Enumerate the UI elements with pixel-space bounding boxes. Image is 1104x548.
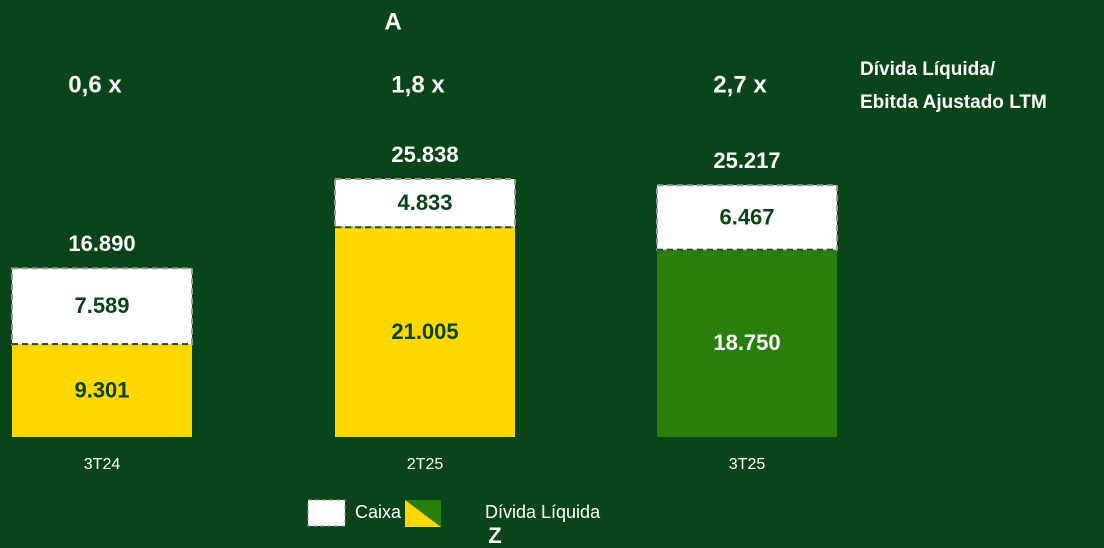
total-label: 25.838 [391,142,458,167]
multiple-label: 0,6 x [68,71,122,98]
total-label: 16.890 [68,231,135,256]
total-label: 25.217 [713,148,780,173]
legend-swatch [405,500,441,527]
bar-segment [12,344,192,437]
bar-segment [334,178,516,229]
bar-segment [335,227,515,437]
x-tick-label: 3T25 [729,456,766,473]
legend-swatch [307,499,346,527]
multiple-label: 2,7 x [713,71,767,98]
value-label: 18.750 [713,330,780,355]
footer-mark: Z [488,523,501,548]
value-label: 6.467 [719,204,774,229]
x-tick-label: 3T24 [84,456,121,473]
value-label: 9.301 [74,377,129,402]
bar-segment [657,249,837,437]
side-label: Dívida Líquida/ [860,59,996,80]
legend-label: Caixa [355,502,402,522]
chart-title: A [384,8,401,35]
x-tick-label: 2T25 [407,456,444,473]
value-label: 4.833 [397,190,452,215]
side-label: Ebitda Ajustado LTM [860,92,1047,113]
multiple-label: 1,8 x [391,71,445,98]
value-label: 21.005 [391,319,458,344]
value-label: 7.589 [74,293,129,318]
legend-label: Dívida Líquida [485,502,601,522]
bar-segment [656,184,838,251]
